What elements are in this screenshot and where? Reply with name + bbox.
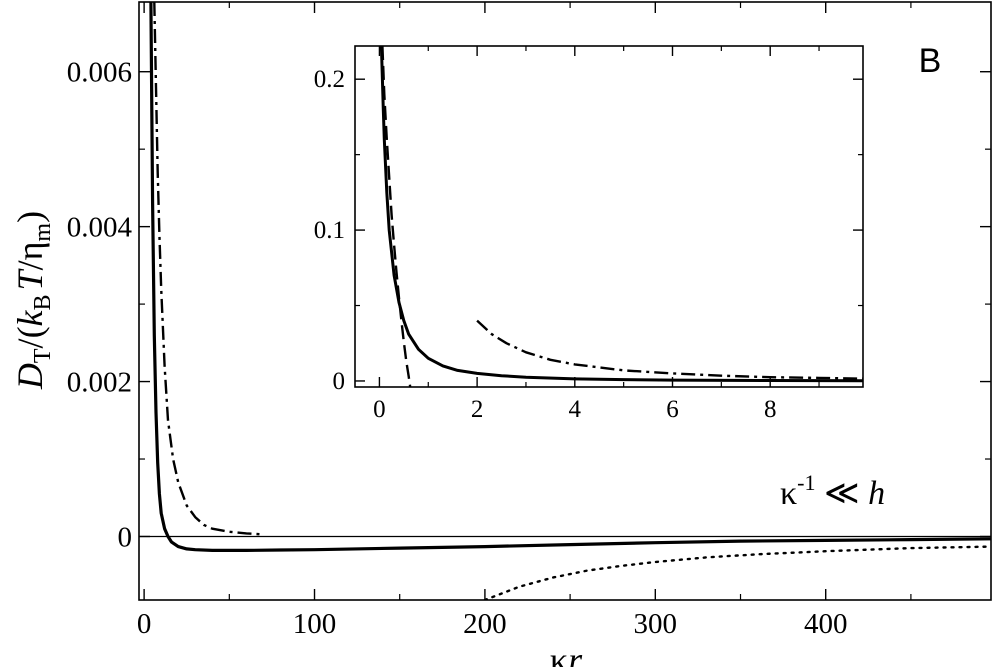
inset-x-tick-label: 0	[373, 396, 386, 423]
inset-y-tick-label: 0.2	[314, 66, 345, 93]
regime-annotation: κ-1 ≪ h	[780, 470, 885, 512]
inset-series-dashed-line	[381, 46, 412, 387]
main-x-tick-label: 0	[137, 608, 152, 640]
inset-plot: 0 2 4 6 8 0 0.1 0.2	[314, 45, 864, 423]
main-series-dotted-line	[483, 545, 991, 600]
main-y-tick-label: 0.006	[67, 57, 132, 89]
main-x-tick-label: 400	[804, 608, 848, 640]
inset-x-tick-label: 2	[471, 396, 484, 423]
y-axis-title: DT/(kBT/ηm)	[10, 211, 56, 390]
panel-label: B	[919, 42, 942, 80]
inset-series-solid-line	[379, 46, 863, 383]
main-x-tick-label: 300	[634, 608, 678, 640]
main-x-tick-label: 100	[293, 608, 337, 640]
main-y-tick-label: 0.002	[67, 367, 132, 399]
inset-series-dashdot-line	[476, 319, 863, 380]
inset-y-tick-label: 0.1	[314, 217, 345, 244]
main-series-solid-line	[149, 2, 991, 552]
main-x-tick-label: 200	[463, 608, 507, 640]
inset-background	[355, 46, 863, 387]
inset-x-tick-label: 6	[666, 396, 679, 423]
main-y-tick-label: 0	[118, 521, 133, 553]
main-series-dashdot-line	[153, 2, 261, 536]
main-y-tick-label: 0.004	[67, 212, 133, 244]
inset-x-tick-label: 4	[569, 396, 582, 423]
main-plot-frame	[138, 1, 992, 601]
inset-x-tick-label: 8	[764, 396, 777, 423]
x-axis-title: κr	[550, 640, 583, 667]
inset-plot-frame	[354, 45, 864, 388]
inset-y-tick-label: 0	[333, 368, 346, 395]
